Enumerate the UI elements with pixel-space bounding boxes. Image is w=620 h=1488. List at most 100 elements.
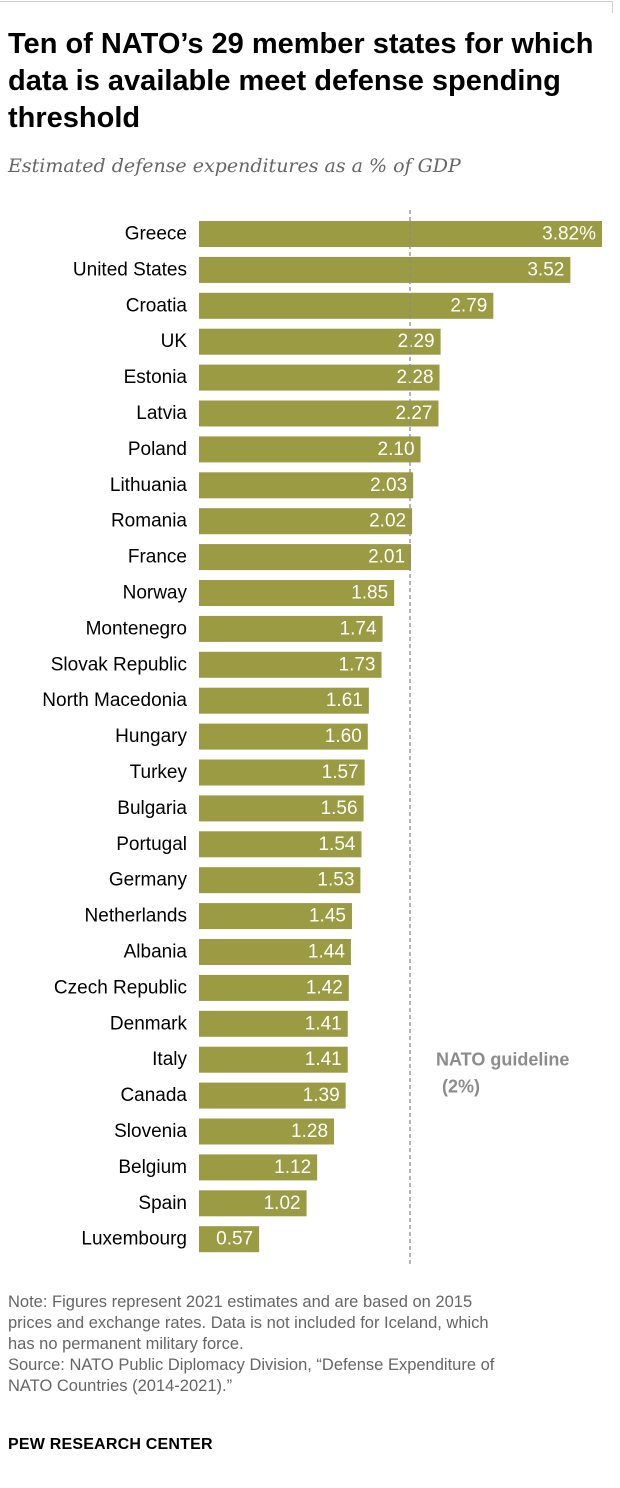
category-label: Romania [111,511,187,532]
category-label: Estonia [124,367,188,388]
bar-value-label: 1.73 [339,654,376,675]
bar-value-label: 1.61 [326,690,363,711]
category-label: Germany [109,870,188,891]
bar-value-label: 2.29 [398,331,435,352]
bar-value-label: 1.56 [321,798,358,819]
bar [199,723,368,750]
category-label: Albania [124,942,188,963]
bar-value-label: 1.44 [308,942,345,963]
bar [199,1154,318,1181]
bar-value-label: 1.41 [305,1049,342,1070]
bar [199,256,571,283]
bar [199,292,494,319]
category-label: North Macedonia [42,690,187,711]
bar-value-label: 2.02 [369,511,406,532]
category-label: Poland [128,439,187,460]
bar-value-label: 2.28 [397,367,434,388]
bar-value-label: 1.45 [309,906,346,927]
brand-logo-text: PEW RESEARCH CENTER [8,1436,213,1453]
bar [199,759,365,786]
bar [199,1226,260,1253]
category-label: Luxembourg [81,1229,187,1250]
bar-value-label: 1.28 [291,1121,328,1142]
source-line: Source: NATO Public Diplomacy Division, … [8,1356,495,1374]
bar-value-label: 1.42 [306,977,343,998]
bar [199,795,364,822]
bar [199,903,352,930]
bar-value-label: 1.74 [340,618,377,639]
note-line: has no permanent military force. [8,1335,244,1353]
bar-value-label: 1.60 [325,726,362,747]
bar [199,867,361,894]
category-label: Portugal [116,834,187,855]
bar [199,544,412,571]
bar-value-label: 3.82% [542,224,596,245]
bar-value-label: 2.01 [368,547,405,568]
bar [199,436,421,463]
bar [199,651,382,678]
category-label: Lithuania [110,475,188,496]
category-label: Bulgaria [117,798,187,819]
bar-value-label: 1.02 [264,1193,301,1214]
bars-layer: Greece 3.82% United States 3.52 Croatia 2.79 U… [42,221,602,1253]
bar-value-label: 1.85 [351,583,388,604]
top-rule [0,1,613,2]
category-label: United States [73,259,187,280]
category-label: Denmark [110,1013,188,1034]
category-label: Hungary [115,726,187,747]
category-label: Spain [138,1193,187,1214]
category-label: Croatia [126,295,188,316]
bar [199,1190,307,1217]
bar-value-label: 1.41 [305,1013,342,1034]
nato-guideline-label: NATO guideline [436,1050,569,1070]
bar-value-label: 2.10 [378,439,415,460]
bar [199,687,369,714]
bar [199,831,362,858]
bar-value-label: 2.79 [450,295,487,316]
category-label: Greece [125,224,187,245]
bar [199,615,383,642]
nato-guideline-percent-label: (2%) [442,1077,480,1097]
note-line: prices and exchange rates. Data is not i… [8,1314,489,1332]
bar-value-label: 3.52 [527,259,564,280]
bar [199,974,349,1001]
bar-value-label: 1.53 [317,870,354,891]
category-label: UK [161,331,188,352]
category-label: Czech Republic [54,977,187,998]
category-label: Italy [152,1049,187,1070]
bar [199,1082,346,1109]
bar [199,1010,348,1037]
bar [199,364,440,391]
category-label: France [128,547,187,568]
bar-value-label: 2.27 [395,403,432,424]
bar [199,328,441,355]
category-label: Belgium [118,1157,187,1178]
bar [199,472,414,499]
category-label: Slovenia [114,1121,187,1142]
footnote: Note: Figures represent 2021 estimates a… [8,1292,608,1397]
bar [199,580,395,606]
chart-subtitle: Estimated defense expenditures as a % of… [8,155,461,177]
bar-value-label: 2.03 [370,475,407,496]
bar [199,939,351,965]
category-label: Norway [123,583,188,604]
bar-chart: Greece 3.82% United States 3.52 Croatia 2.79 U… [42,210,602,1265]
bar [199,1046,348,1073]
bar-value-label: 1.39 [303,1085,340,1106]
bar [199,400,439,427]
category-label: Netherlands [85,906,187,927]
source-line: NATO Countries (2014-2021).” [8,1377,233,1395]
note-line: Note: Figures represent 2021 estimates a… [8,1293,473,1311]
category-label: Montenegro [86,618,187,639]
bar [199,508,413,535]
chart-title: Ten of NATO’s 29 member states for which… [8,28,594,134]
bar [199,1118,335,1145]
category-label: Latvia [136,403,187,424]
bar-value-label: 0.57 [216,1229,253,1250]
bar-value-label: 1.57 [322,762,359,783]
bar [199,221,602,247]
bar-value-label: 1.12 [274,1157,311,1178]
category-label: Turkey [130,762,188,783]
top-rule-tick [612,1,613,13]
